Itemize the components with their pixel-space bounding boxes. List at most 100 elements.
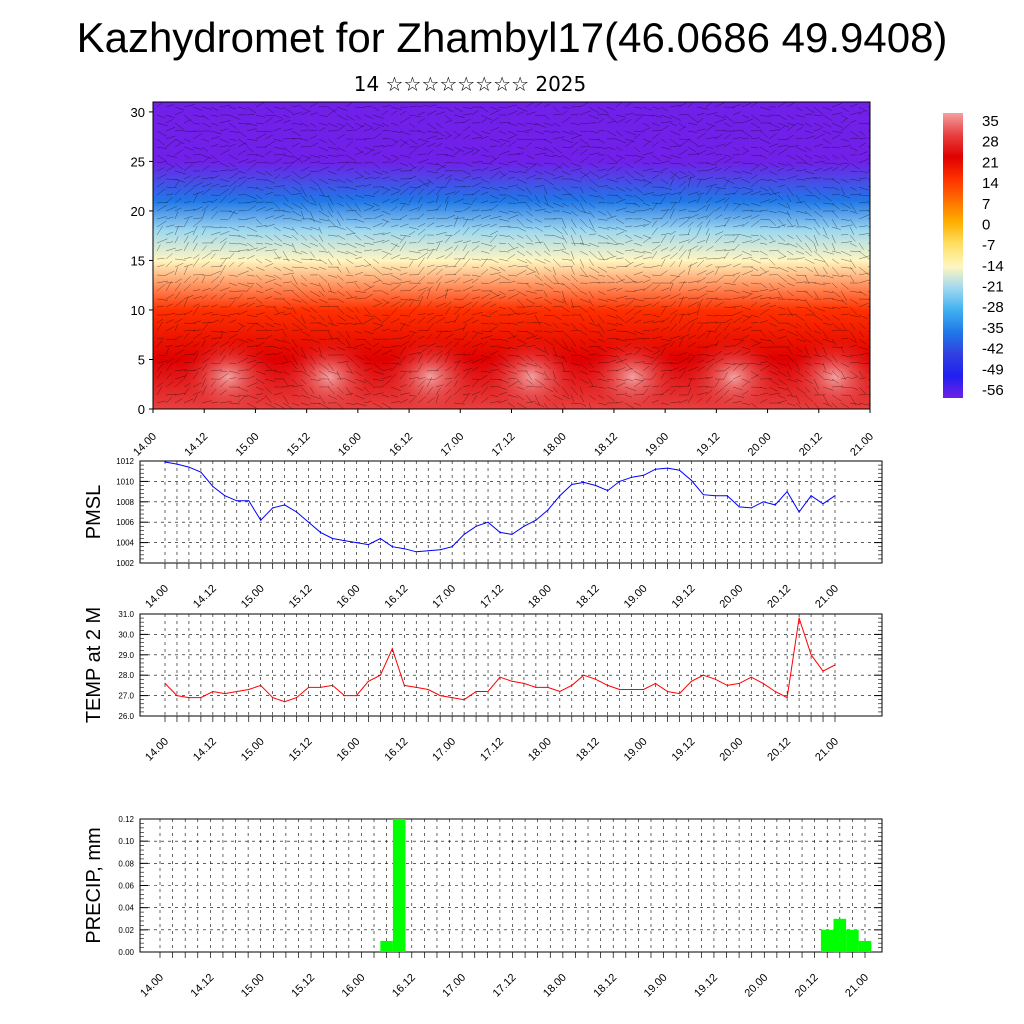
x-tick-label: 21.00 — [848, 431, 876, 459]
x-tick-label: 19.00 — [622, 583, 650, 611]
data-point — [475, 690, 477, 693]
data-point — [164, 461, 166, 463]
data-point — [236, 690, 238, 693]
data-point — [822, 503, 824, 505]
y-tick-label: 1004 — [116, 539, 134, 548]
data-point — [343, 695, 346, 697]
x-tick-label: 21.00 — [843, 972, 871, 1000]
y-tick-label: 0 — [138, 402, 145, 417]
x-tick-label: 21.00 — [813, 736, 841, 764]
precip-panel: 0.00 0.02 0.04 0.06 0.08 0.10 0.12 14.00 14.12 15… — [83, 815, 883, 1000]
x-tick-label: 20.12 — [765, 736, 793, 764]
heatmap-panel: 0 5 10 15 20 25 30 14.00 14.12 15.00 15.12 16.00 16.… — [131, 101, 876, 459]
precip-bar — [846, 929, 859, 952]
data-point — [248, 500, 250, 502]
data-point — [224, 693, 226, 695]
colorbar-label: -28 — [982, 299, 1004, 316]
data-point — [176, 695, 178, 697]
x-tick-label: 18.12 — [574, 736, 602, 764]
data-point — [379, 537, 381, 540]
data-point — [331, 537, 334, 540]
data-point — [643, 474, 645, 476]
y-tick-label: 20 — [131, 204, 145, 219]
x-tick-label: 18.12 — [591, 972, 619, 1000]
x-tick-label: 18.00 — [541, 431, 569, 459]
data-point — [798, 511, 800, 513]
data-point — [415, 686, 417, 689]
x-tick-label: 21.00 — [813, 583, 841, 611]
data-point — [571, 684, 573, 687]
x-tick-label: 16.00 — [340, 972, 368, 1000]
x-tick-label: 20.12 — [793, 972, 821, 1000]
data-point — [834, 495, 836, 497]
wind-vectors — [156, 102, 870, 409]
data-point — [164, 682, 166, 685]
data-point — [427, 550, 429, 552]
data-point — [774, 690, 776, 693]
x-tick-label: 16.12 — [387, 431, 415, 459]
y-tick-label: 15 — [131, 253, 145, 268]
x-tick-label: 18.00 — [526, 736, 554, 764]
data-point — [451, 546, 453, 548]
x-tick-label: 15.12 — [287, 736, 315, 764]
data-point — [355, 542, 357, 544]
grid — [140, 613, 882, 717]
y-tick-label: 0.08 — [118, 859, 134, 868]
data-point — [260, 684, 262, 687]
data-point — [427, 688, 429, 691]
data-point — [260, 519, 262, 521]
x-tick-label: 19.00 — [643, 431, 671, 459]
chart-title: Kazhydromet for Zhambyl17(46.0686 49.940… — [76, 14, 948, 61]
x-tick-label: 20.00 — [742, 972, 770, 1000]
y-axis-title: TEMP at 2 M — [83, 607, 105, 723]
surface-maximum — [584, 337, 681, 409]
data-point — [403, 548, 405, 550]
data-point — [559, 690, 561, 693]
y-tick-label: 30.0 — [118, 630, 134, 639]
data-point — [678, 693, 681, 695]
colorbar-label: -42 — [982, 341, 1004, 358]
colorbar-label: 35 — [982, 113, 999, 130]
x-tick-label: 17.00 — [430, 736, 458, 764]
data-point — [224, 495, 226, 497]
data-point — [654, 682, 657, 685]
data-point — [619, 688, 621, 691]
colorbar-label: -49 — [982, 361, 1004, 378]
data-point — [762, 682, 764, 685]
data-point — [272, 697, 274, 699]
y-axis-title: PMSL — [83, 485, 105, 539]
data-point — [248, 688, 250, 691]
x-tick-label: 14.12 — [182, 431, 210, 459]
data-point — [702, 494, 705, 496]
x-tick-label: 19.12 — [670, 583, 698, 611]
colorbar-label: 7 — [982, 196, 990, 213]
surface-maximum — [685, 337, 782, 409]
x-tick-label: 18.00 — [541, 972, 569, 1000]
data-point — [308, 521, 310, 523]
data-point — [331, 684, 334, 687]
data-point — [391, 648, 393, 650]
x-tick-label: 15.12 — [285, 431, 313, 459]
y-tick-label: 0.00 — [118, 948, 134, 957]
data-point — [750, 676, 752, 678]
x-tick-label: 14.00 — [138, 972, 166, 1000]
colorbar-label: 0 — [982, 216, 990, 233]
x-tick-label: 14.12 — [191, 736, 219, 764]
x-tick-label: 18.12 — [592, 431, 620, 459]
y-tick-label: 0.04 — [118, 904, 134, 913]
colorbar: 35 28 21 14 7 0 -7 -14 -21 -28 -35 -42 -49 -56 — [943, 113, 1004, 399]
x-tick-label: 18.12 — [574, 583, 602, 611]
y-tick-label: 5 — [138, 352, 145, 367]
x-tick-label: 17.00 — [430, 583, 458, 611]
y-tick-label: 0.12 — [118, 815, 134, 824]
data-point — [343, 540, 346, 542]
data-point — [523, 682, 525, 685]
data-point — [391, 546, 393, 548]
data-point — [319, 686, 322, 689]
data-point — [786, 697, 788, 699]
data-point — [666, 690, 669, 693]
data-point — [379, 674, 381, 676]
grid — [140, 460, 882, 564]
data-point — [487, 521, 489, 523]
y-tick-label: 25 — [131, 154, 145, 169]
